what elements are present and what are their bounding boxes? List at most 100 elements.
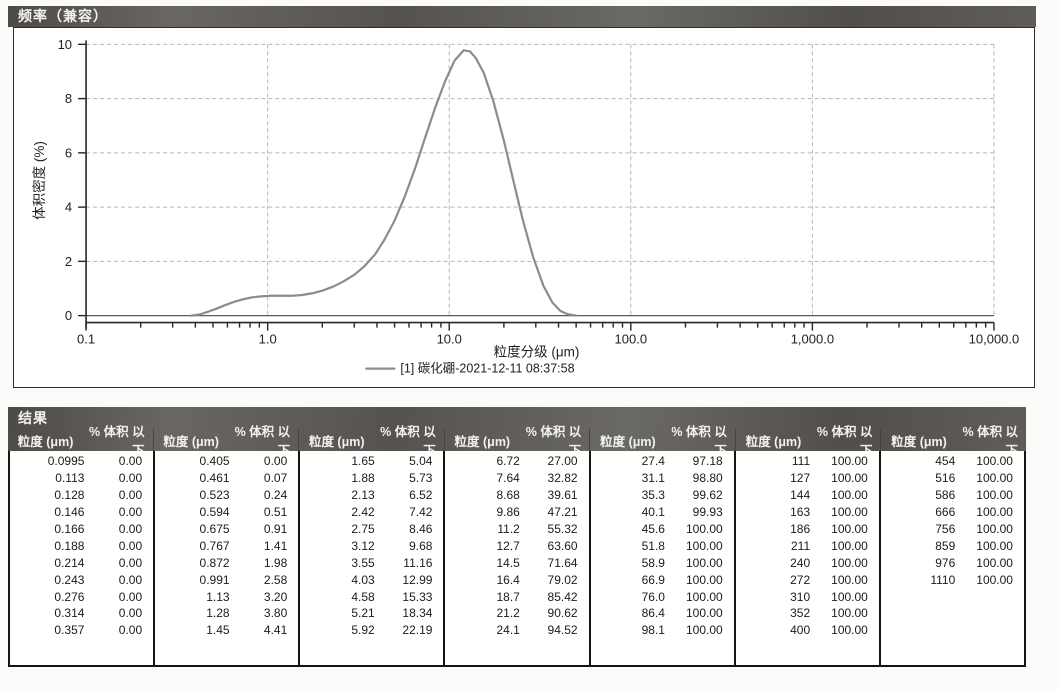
pct-cell: 6.52 xyxy=(409,488,433,503)
size-cell: 756 xyxy=(935,522,956,536)
size-cell: 3.12 xyxy=(351,538,375,553)
pct-cell: 100.00 xyxy=(831,522,868,536)
table-row: 352 100.00 xyxy=(736,605,879,622)
size-cell: 0.146 xyxy=(54,505,85,520)
size-cell: 76.0 xyxy=(641,589,665,604)
pct-cell: 47.21 xyxy=(547,505,578,520)
table-row: 0.113 0.00 xyxy=(10,470,153,487)
results-column: 111 100.00 127 100.00 144 100.00 163 100.00 186 1… xyxy=(736,451,881,665)
size-cell: 5.21 xyxy=(351,606,375,621)
size-cell: 0.166 xyxy=(54,522,85,536)
table-row: 0.767 1.41 xyxy=(155,537,298,554)
pct-cell: 0.24 xyxy=(263,488,288,503)
table-row: 5.92 22.19 xyxy=(300,622,443,639)
table-row: 0.357 0.00 xyxy=(10,622,153,639)
table-row: 4.58 15.33 xyxy=(300,588,443,605)
table-row: 0.188 0.00 xyxy=(10,537,153,554)
size-cell: 1.13 xyxy=(206,589,230,604)
table-row: 1.13 3.20 xyxy=(155,588,298,605)
table-row: 127 100.00 xyxy=(736,470,879,487)
size-cell: 127 xyxy=(790,471,811,486)
table-row: 144 100.00 xyxy=(736,487,879,504)
pct-cell: 0.00 xyxy=(118,522,143,536)
table-row: 3.12 9.68 xyxy=(300,537,443,554)
svg-text:10: 10 xyxy=(58,37,72,52)
size-cell: 0.594 xyxy=(199,505,230,520)
svg-text:[1] 碳化硼-2021-12-11 08:37:58: [1] 碳化硼-2021-12-11 08:37:58 xyxy=(400,362,574,376)
pct-cell: 100.00 xyxy=(976,488,1013,503)
table-row: 58.9 100.00 xyxy=(591,554,734,571)
table-row: 76.0 100.00 xyxy=(591,588,734,605)
size-cell: 0.872 xyxy=(199,555,230,570)
pct-cell: 97.18 xyxy=(692,454,723,469)
pct-cell: 100.00 xyxy=(831,471,868,486)
size-cell: 400 xyxy=(790,623,811,638)
size-cell: 3.55 xyxy=(351,555,375,570)
pct-cell: 18.34 xyxy=(402,606,433,621)
size-cell: 666 xyxy=(935,505,956,520)
svg-text:4: 4 xyxy=(65,200,72,215)
pct-cell: 71.64 xyxy=(547,555,578,570)
size-cell: 9.86 xyxy=(496,505,520,520)
pct-cell: 100.00 xyxy=(831,606,868,621)
pct-cell: 63.60 xyxy=(547,538,578,553)
pct-cell: 5.73 xyxy=(409,471,433,486)
size-cell: 24.1 xyxy=(496,623,520,638)
size-cell: 58.9 xyxy=(641,555,665,570)
size-cell: 0.991 xyxy=(199,572,230,587)
table-row: 3.55 11.16 xyxy=(300,554,443,571)
table-row: 40.1 99.93 xyxy=(591,504,734,521)
chart-title-bar: 频率（兼容） xyxy=(8,6,1036,27)
table-row: 0.594 0.51 xyxy=(155,504,298,521)
table-row: 859 100.00 xyxy=(881,537,1024,554)
size-cell: 66.9 xyxy=(641,572,665,587)
pct-cell: 0.07 xyxy=(263,471,288,486)
table-row: 66.9 100.00 xyxy=(591,571,734,588)
pct-cell: 15.33 xyxy=(402,589,433,604)
size-cell: 0.113 xyxy=(55,471,85,486)
pct-cell: 4.41 xyxy=(263,623,288,638)
table-row: 454 100.00 xyxy=(881,453,1024,470)
pct-cell: 100.00 xyxy=(976,522,1013,536)
table-row: 21.2 90.62 xyxy=(445,605,588,622)
pct-cell: 12.99 xyxy=(402,572,433,587)
table-row: 31.1 98.80 xyxy=(591,470,734,487)
size-cell: 2.42 xyxy=(351,505,375,520)
pct-cell: 0.00 xyxy=(118,454,143,469)
table-row: 1.65 5.04 xyxy=(300,453,443,470)
size-cell: 4.58 xyxy=(351,589,375,604)
size-cell: 310 xyxy=(790,589,811,604)
size-cell: 12.7 xyxy=(496,538,520,553)
size-cell: 18.7 xyxy=(496,589,520,604)
size-cell: 0.461 xyxy=(199,471,230,486)
table-row: 24.1 94.52 xyxy=(445,622,588,639)
svg-text:1,000.0: 1,000.0 xyxy=(791,332,834,347)
size-cell: 0.188 xyxy=(54,538,85,553)
size-cell: 1.28 xyxy=(206,606,230,621)
size-cell: 27.4 xyxy=(641,454,665,469)
size-column-header: 粒度 (μm) xyxy=(891,434,947,449)
pct-cell: 100.00 xyxy=(831,454,868,469)
pct-cell: 100.00 xyxy=(831,572,868,587)
size-cell: 586 xyxy=(935,488,956,503)
size-cell: 0.314 xyxy=(54,606,85,621)
size-cell: 0.357 xyxy=(54,623,85,638)
pct-cell: 100.00 xyxy=(686,606,723,621)
table-row: 2.42 7.42 xyxy=(300,504,443,521)
pct-cell: 0.00 xyxy=(118,538,143,553)
size-cell: 0.0995 xyxy=(47,454,85,469)
chart-panel: 0 2 4 6 8 10 0.1 1.0 10.0 100.0 1,000.0 10,000.0 体积密… xyxy=(13,27,1035,388)
pct-cell: 1.41 xyxy=(263,538,288,553)
pct-cell: 100.00 xyxy=(976,555,1013,570)
table-row: 0.243 0.00 xyxy=(10,571,153,588)
size-cell: 0.675 xyxy=(199,522,230,536)
pct-cell: 11.16 xyxy=(403,555,433,570)
column-header-group: 粒度 (μm)% 体积 以下 xyxy=(445,425,591,458)
size-cell: 240 xyxy=(790,555,811,570)
size-cell: 163 xyxy=(790,505,811,520)
size-cell: 186 xyxy=(790,522,811,536)
size-cell: 2.75 xyxy=(351,522,375,536)
size-cell: 16.4 xyxy=(496,572,520,587)
size-cell: 45.6 xyxy=(641,522,665,536)
pct-cell: 5.04 xyxy=(409,454,433,469)
